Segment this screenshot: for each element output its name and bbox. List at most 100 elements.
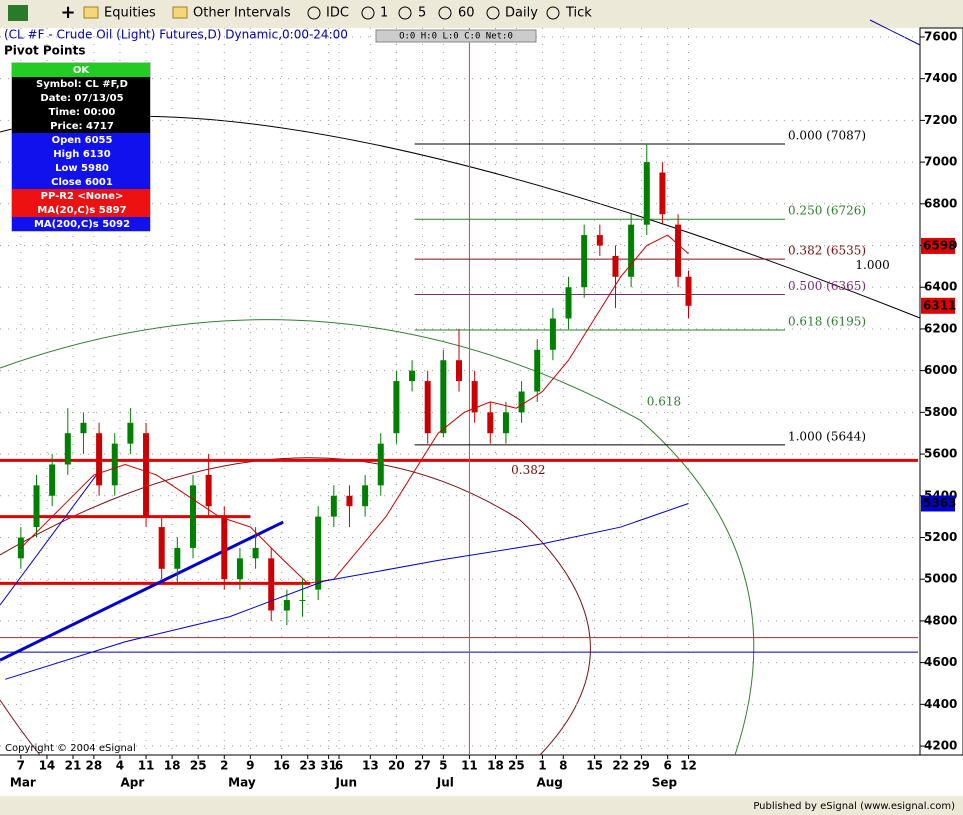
- month-label: Mar: [10, 776, 36, 790]
- folder-icon: [83, 6, 99, 19]
- candle-body: [315, 516, 322, 590]
- x-tick-label: 15: [586, 759, 603, 773]
- data-window-text: High 6130: [53, 149, 110, 160]
- y-tick-label: 6200: [924, 321, 957, 335]
- candle-body: [330, 495, 337, 517]
- data-window-text: Date: 07/13/05: [40, 93, 123, 104]
- y-tick-label: 4200: [924, 739, 957, 753]
- price-marker-label: 5363: [923, 496, 956, 510]
- candle-body: [362, 485, 369, 507]
- candle-body: [409, 370, 416, 382]
- y-tick-label: 6800: [924, 196, 957, 210]
- candle-body: [205, 474, 212, 507]
- x-tick-label: 18: [487, 759, 504, 773]
- candle-body: [596, 235, 603, 246]
- button-icon: [398, 6, 412, 20]
- data-window-row: [12, 133, 150, 147]
- button-icon: [438, 6, 452, 20]
- data-window-text: PP-R2 <None>: [41, 191, 124, 202]
- candle-body: [221, 516, 228, 580]
- data-window-text: Price: 4717: [50, 121, 114, 132]
- candle-body: [268, 558, 275, 611]
- data-window-text: Symbol: CL #F,D: [36, 79, 128, 90]
- y-tick-label: 7000: [924, 155, 957, 169]
- fib-label: 0.500 (6365): [788, 279, 866, 293]
- y-tick-label: 7200: [924, 113, 957, 127]
- candle-body: [581, 235, 588, 288]
- month-label: Sep: [652, 776, 678, 790]
- candle-body: [96, 433, 103, 486]
- fib-label: 0.618 (6195): [788, 314, 866, 328]
- candle-body: [189, 485, 196, 548]
- x-tick-label: 11: [461, 759, 478, 773]
- y-tick-label: 4800: [924, 613, 957, 627]
- arc-label: 0.618: [647, 394, 681, 408]
- toolbar-button[interactable]: Daily: [505, 6, 538, 21]
- toolbar-button[interactable]: 60: [458, 6, 475, 21]
- x-tick-label: 12: [680, 759, 697, 773]
- toolbar-button[interactable]: Other Intervals: [193, 6, 291, 21]
- month-label: Jun: [334, 776, 357, 790]
- data-window-row: [12, 91, 150, 105]
- candle-body: [456, 360, 462, 382]
- moving-average: [20, 234, 689, 584]
- candle-body: [534, 349, 541, 392]
- add-icon[interactable]: +: [60, 2, 75, 23]
- candle-body: [502, 412, 509, 434]
- data-window-text: MA(200,C)s 5092: [34, 219, 130, 230]
- y-tick-label: 6000: [924, 363, 957, 377]
- status-text: OK: [73, 65, 91, 76]
- data-window-row: [12, 189, 150, 203]
- data-window-text: Low 5980: [55, 163, 109, 174]
- month-label: May: [228, 776, 256, 790]
- candle-body: [440, 360, 447, 434]
- candle-body: [80, 422, 87, 434]
- toolbar-button[interactable]: 1: [380, 6, 388, 21]
- toolbar-icon[interactable]: [8, 5, 28, 21]
- fib-label: 0.250 (6726): [788, 204, 866, 218]
- arc-label: 1.000: [855, 258, 889, 272]
- data-window-row: [12, 161, 150, 175]
- data-window-row: [12, 217, 150, 231]
- x-tick-label: 22: [612, 759, 629, 773]
- toolbar-button[interactable]: 5: [418, 6, 426, 21]
- candle-body: [628, 224, 635, 277]
- candle-body: [549, 318, 556, 350]
- y-tick-label: 7400: [924, 71, 957, 85]
- toolbar-button[interactable]: Tick: [565, 6, 592, 21]
- toolbar-button[interactable]: Equities: [104, 6, 156, 21]
- fib-arc: [0, 699, 41, 756]
- x-tick-label: 16: [273, 759, 290, 773]
- x-tick-label: 27: [414, 759, 431, 773]
- candle-body: [565, 287, 572, 319]
- button-icon: [486, 6, 500, 20]
- ohlc-readout: O:0 H:0 L:0 C:0 Net:0: [399, 32, 513, 42]
- candle-body: [643, 162, 650, 225]
- candle-body: [346, 495, 353, 507]
- candle-body: [158, 527, 165, 569]
- x-tick-label: 14: [39, 759, 56, 773]
- x-tick-label: 20: [388, 759, 405, 773]
- x-tick-label: 25: [190, 759, 207, 773]
- toolbar-button[interactable]: IDC: [326, 6, 349, 21]
- button-icon: [546, 6, 560, 20]
- trend-line: [0, 520, 284, 662]
- candle-body: [127, 422, 134, 444]
- y-tick-label: 5600: [924, 447, 957, 461]
- candle-body: [612, 255, 619, 277]
- x-tick-label: 31: [320, 759, 337, 773]
- x-tick-label: 25: [508, 759, 525, 773]
- button-icon: [307, 6, 321, 20]
- data-window-row: [12, 175, 150, 189]
- candle-body: [675, 224, 682, 277]
- x-tick-label: 7: [17, 759, 25, 773]
- trend-line: [869, 19, 921, 46]
- month-label: Jul: [436, 776, 454, 790]
- x-tick-label: 18: [164, 759, 181, 773]
- chart-title: (CL #F - Crude Oil (Light) Futures,D) Dy…: [4, 28, 348, 42]
- x-tick-label: 9: [246, 759, 254, 773]
- candle-body: [283, 600, 290, 611]
- data-window-row: [12, 105, 150, 119]
